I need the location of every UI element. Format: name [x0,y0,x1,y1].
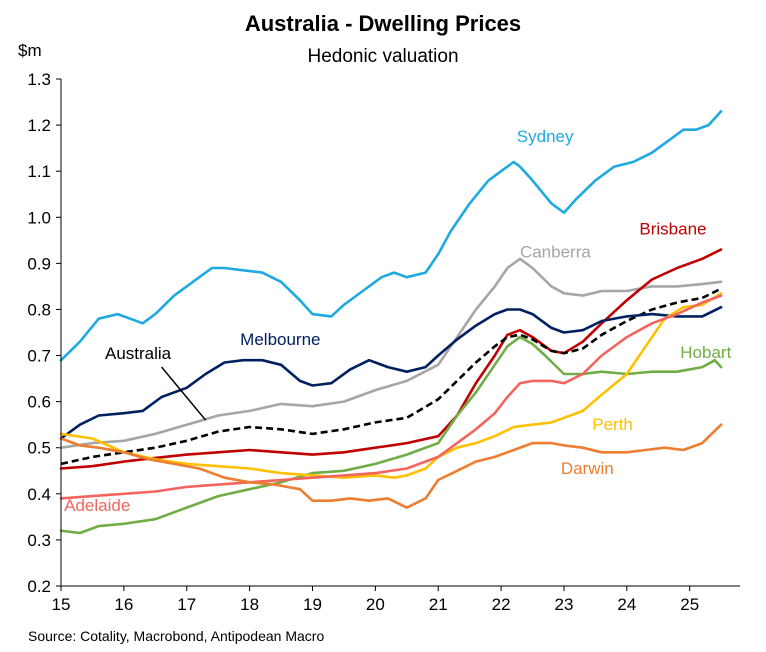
series-label-adelaide: Adelaide [64,496,130,515]
y-tick-label: 0.4 [27,485,51,504]
series-label-sydney: Sydney [517,127,574,146]
series-line-canberra [59,257,723,450]
australia-pointer-line [161,366,207,421]
y-axis-ticks: 0.2 0.3 0.4 0.5 0.6 0.7 0.8 0.9 1.0 1.1 1.2 1.3 [27,70,61,596]
series-line-perth [59,291,723,480]
x-tick-label: 25 [680,595,699,614]
series-label-perth: Perth [592,415,633,434]
y-tick-label: 0.7 [27,347,51,366]
x-tick-label: 15 [52,595,71,614]
series-label-melbourne: Melbourne [240,330,320,349]
chart-title: Australia - Dwelling Prices [245,11,521,36]
series-line-sydney [59,110,723,362]
x-tick-label: 18 [240,595,259,614]
series-label-hobart: Hobart [680,343,731,362]
y-tick-label: 1.3 [27,70,51,89]
source-note: Source: Cotality, Macrobond, Antipodean … [28,628,324,644]
axes [60,79,740,587]
x-tick-label: 16 [114,595,133,614]
x-tick-label: 19 [303,595,322,614]
x-axis-ticks: 15 16 17 18 19 20 21 22 23 24 25 [52,586,699,614]
series-label-darwin: Darwin [561,459,614,478]
y-axis-unit-label: $m [18,41,42,60]
x-tick-label: 23 [555,595,574,614]
y-tick-label: 1.0 [27,208,51,227]
y-tick-label: 0.5 [27,439,51,458]
series-lines [59,110,723,535]
x-tick-label: 21 [429,595,448,614]
series-line-brisbane [59,248,723,470]
x-tick-label: 22 [492,595,511,614]
series-label-brisbane: Brisbane [639,219,706,238]
chart-subtitle: Hedonic valuation [307,46,458,67]
y-tick-label: 0.6 [27,393,51,412]
series-line-darwin [59,423,723,509]
y-tick-label: 1.1 [27,162,51,181]
y-tick-label: 0.2 [27,577,51,596]
series-labels: Sydney Canberra Brisbane Australia Melbourne… [64,127,731,515]
series-label-canberra: Canberra [520,242,591,261]
x-tick-label: 17 [177,595,196,614]
series-line-adelaide [59,294,723,500]
x-tick-label: 20 [366,595,385,614]
x-tick-label: 24 [617,595,636,614]
series-line-melbourne [59,305,723,440]
y-tick-label: 0.8 [27,300,51,319]
series-line-australia [60,287,722,466]
series-label-australia: Australia [105,344,172,363]
y-tick-label: 0.3 [27,531,51,550]
series-line-hobart [59,335,723,535]
y-tick-label: 0.9 [27,254,51,273]
y-tick-label: 1.2 [27,116,51,135]
